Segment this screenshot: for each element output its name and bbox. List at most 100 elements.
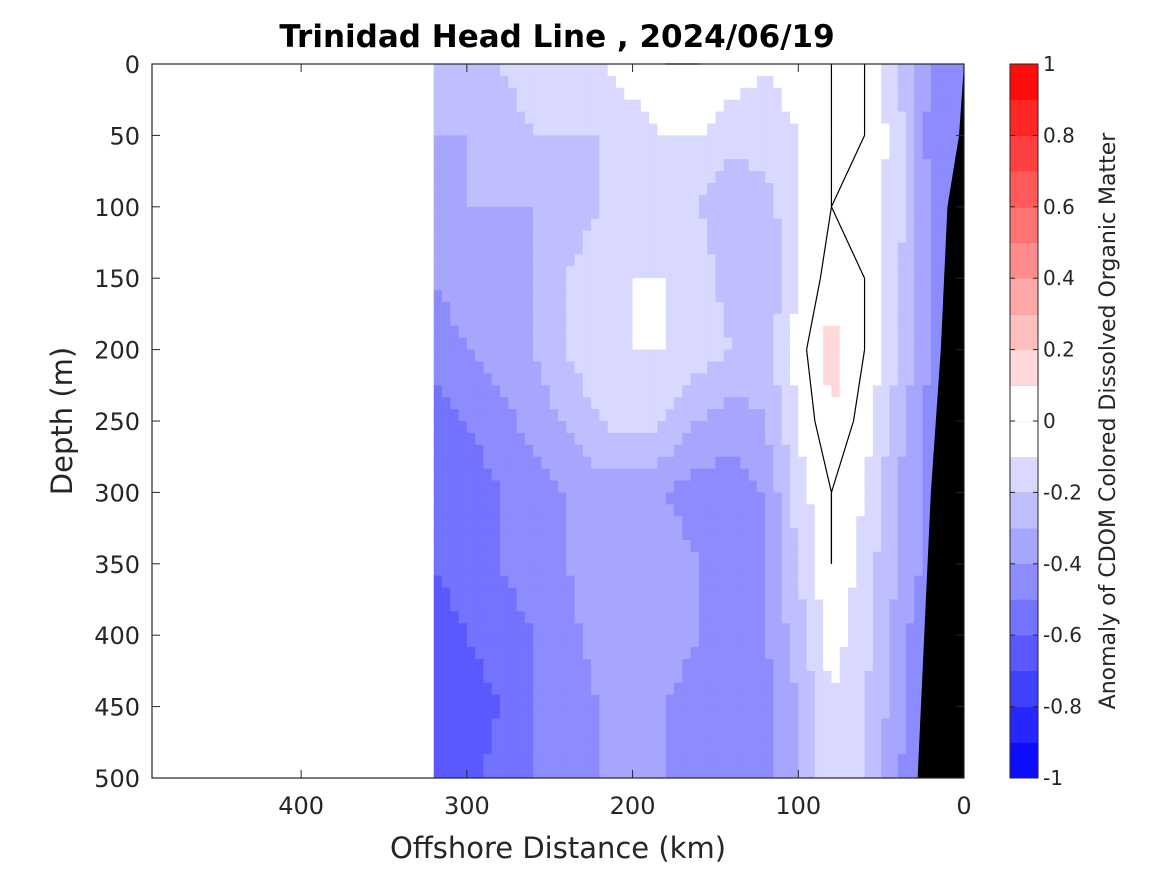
heatmap-cell — [698, 647, 708, 660]
heatmap-cell — [864, 159, 874, 172]
heatmap-cell — [732, 682, 741, 696]
heatmap-cell — [748, 123, 758, 136]
heatmap-cell — [732, 266, 741, 279]
heatmap-cell — [715, 135, 725, 148]
heatmap-cell — [897, 766, 907, 779]
heatmap-cell — [649, 159, 658, 172]
heatmap-cell — [640, 230, 650, 243]
heatmap-cell — [607, 409, 617, 422]
heatmap-cell — [665, 361, 675, 374]
heatmap-cell — [723, 349, 733, 362]
heatmap-cell — [500, 611, 509, 624]
heatmap-cell — [665, 242, 675, 255]
heatmap-cell — [640, 147, 650, 160]
heatmap-cell — [599, 421, 609, 434]
heatmap-cell — [483, 171, 493, 184]
heatmap-cell — [665, 551, 675, 565]
heatmap-cell — [491, 706, 501, 719]
heatmap-cell — [649, 373, 658, 386]
heatmap-cell — [574, 64, 584, 77]
heatmap-cell — [773, 587, 783, 600]
heatmap-cell — [582, 718, 592, 731]
heatmap-cell — [798, 218, 808, 232]
heatmap-cell — [748, 742, 758, 755]
heatmap-cell — [715, 254, 725, 267]
heatmap-cell — [591, 397, 600, 410]
colorbar-swatch — [1010, 599, 1038, 636]
heatmap-cell — [707, 99, 716, 113]
heatmap-cell — [500, 421, 509, 434]
heatmap-cell — [914, 64, 924, 77]
heatmap-cell — [574, 230, 584, 243]
heatmap-cell — [823, 206, 832, 220]
heatmap-cell — [897, 147, 907, 160]
heatmap-cell — [632, 373, 642, 386]
heatmap-cell — [922, 194, 932, 208]
heatmap-cell — [516, 266, 526, 279]
heatmap-cell — [740, 123, 750, 136]
heatmap-cell — [914, 159, 924, 172]
heatmap-cell — [616, 230, 625, 243]
heatmap-cell — [698, 456, 708, 470]
heatmap-cell — [748, 325, 758, 339]
heatmap-cell — [566, 754, 576, 767]
heatmap-cell — [657, 64, 667, 77]
heatmap-cell — [599, 599, 609, 612]
heatmap-cell — [558, 64, 567, 77]
heatmap-cell — [665, 64, 675, 77]
heatmap-cell — [674, 171, 683, 184]
heatmap-cell — [823, 551, 832, 565]
chart-title: Trinidad Head Line , 2024/06/19 — [279, 19, 834, 55]
heatmap-cell — [450, 492, 460, 505]
heatmap-cell — [491, 456, 501, 470]
heatmap-cell — [649, 587, 658, 600]
heatmap-cell — [864, 456, 874, 470]
heatmap-cell — [889, 254, 899, 267]
heatmap-cell — [516, 313, 526, 327]
heatmap-cell — [574, 349, 584, 362]
heatmap-cell — [848, 302, 857, 315]
heatmap-cell — [475, 432, 484, 446]
heatmap-cell — [516, 635, 526, 648]
heatmap-cell — [881, 87, 890, 101]
heatmap-cell — [566, 563, 576, 577]
heatmap-cell — [649, 64, 658, 77]
heatmap-cell — [881, 480, 890, 493]
heatmap-cell — [616, 123, 625, 136]
heatmap-cell — [674, 194, 683, 208]
heatmap-cell — [690, 635, 700, 648]
heatmap-cell — [790, 159, 799, 172]
heatmap-cell — [483, 516, 493, 529]
heatmap-cell — [458, 670, 468, 684]
heatmap-cell — [500, 206, 509, 220]
colorbar-swatch — [1010, 64, 1038, 101]
heatmap-cell — [591, 670, 600, 684]
heatmap-cell — [872, 575, 882, 589]
heatmap-cell — [848, 242, 857, 255]
heatmap-cell — [607, 349, 617, 362]
heatmap-cell — [856, 337, 866, 351]
heatmap-cell — [798, 432, 808, 446]
heatmap-cell — [624, 659, 634, 672]
heatmap-cell — [475, 659, 484, 672]
heatmap-cell — [707, 397, 716, 410]
heatmap-cell — [756, 385, 766, 398]
heatmap-cell — [881, 647, 890, 660]
heatmap-cell — [823, 611, 832, 624]
heatmap-cell — [939, 87, 948, 101]
heatmap-cell — [872, 647, 882, 660]
heatmap-cell — [516, 64, 526, 77]
heatmap-cell — [599, 540, 609, 553]
heatmap-cell — [665, 206, 675, 220]
heatmap-cell — [748, 718, 758, 731]
heatmap-cell — [566, 313, 576, 327]
heatmap-cell — [582, 670, 592, 684]
heatmap-cell — [524, 135, 534, 148]
heatmap-cell — [549, 290, 559, 303]
heatmap-cell — [806, 302, 816, 315]
heatmap-cell — [897, 587, 907, 600]
heatmap-cell — [806, 87, 816, 101]
heatmap-cell — [624, 766, 634, 779]
heatmap-cell — [856, 468, 866, 481]
heatmap-cell — [665, 135, 675, 148]
